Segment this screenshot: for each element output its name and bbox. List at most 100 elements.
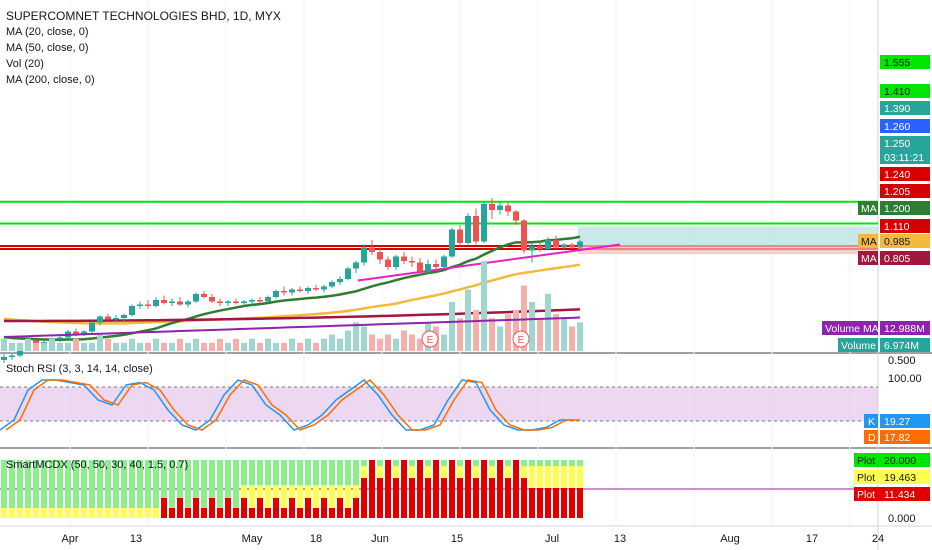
smart-yellow-bar: [345, 485, 351, 518]
indicator-ma20[interactable]: MA (20, close, 0): [6, 26, 89, 38]
volume-bar: [177, 338, 183, 351]
price-tag: [880, 101, 930, 115]
price-tag: [880, 184, 930, 198]
smart-red-bar: [529, 488, 535, 518]
candle-body: [417, 262, 423, 272]
price-tag: [880, 201, 930, 215]
smartmcdx-title[interactable]: SmartMCDX (50, 50, 30, 40, 1.5, 0.7): [6, 459, 189, 471]
smart-green-bar: [73, 460, 79, 508]
smart-green-bar: [249, 460, 255, 485]
smart-red-bar: [217, 508, 223, 518]
volume-bar: [97, 334, 103, 351]
earnings-label: E: [427, 335, 434, 346]
volume-bar: [329, 334, 335, 351]
candle-body: [345, 268, 351, 279]
smart-yellow-bar: [89, 508, 95, 518]
smart-tag-label-bg: [854, 470, 880, 484]
smart-red-bar: [569, 488, 575, 518]
candle-body: [57, 337, 63, 339]
candle-body: [521, 220, 527, 251]
candle-body: [233, 301, 239, 303]
smart-green-bar: [217, 460, 223, 508]
candle-body: [177, 301, 183, 305]
smart-yellow-bar: [25, 508, 31, 518]
candle-body: [561, 244, 567, 248]
stoch-k-letter: K: [868, 416, 875, 428]
stoch-k-line: [0, 379, 574, 431]
time-axis-tick: May: [242, 533, 263, 545]
smart-red-bar: [257, 498, 263, 518]
time-axis-tick: Aug: [720, 533, 740, 545]
time-axis-tick: 17: [806, 533, 818, 545]
smart-yellow-bar: [81, 508, 87, 518]
indicator-ma50[interactable]: MA (50, close, 0): [6, 42, 89, 54]
volume-bar: [257, 342, 263, 351]
candle-body: [545, 240, 551, 249]
price-tag: [880, 55, 930, 69]
volume-bar: [337, 338, 343, 351]
smart-red-bar: [241, 498, 247, 518]
candle-body: [369, 247, 375, 252]
volume-bar: [121, 342, 127, 351]
smart-red-bar: [345, 508, 351, 518]
candle-body: [81, 331, 87, 335]
smart-green-bar: [113, 460, 119, 508]
smart-red-bar: [177, 498, 183, 518]
candle-body: [401, 256, 407, 261]
smart-yellow-bar: [33, 508, 39, 518]
indicator-ma200[interactable]: MA (200, close, 0): [6, 74, 95, 86]
volume-bar: [217, 338, 223, 351]
volume-bar: [17, 342, 23, 351]
volume-bar: [273, 342, 279, 351]
candle-body: [169, 301, 175, 303]
price-tag-label: 1.250: [884, 138, 910, 150]
smart-green-bar: [457, 460, 463, 466]
candle-body: [537, 246, 543, 249]
smart-tag-value: 19.463: [884, 472, 916, 484]
volume-bar: [81, 342, 87, 351]
time-axis-tick: Jul: [545, 533, 559, 545]
smart-red-bar: [441, 478, 447, 518]
candle-body: [425, 264, 431, 272]
candle-body: [393, 256, 399, 267]
smart-red-bar: [169, 508, 175, 518]
smart-green-bar: [225, 460, 231, 508]
stoch-rsi-title[interactable]: Stoch RSI (3, 3, 14, 14, close): [6, 363, 153, 375]
price-tag: [880, 219, 930, 233]
smart-yellow-bar: [73, 508, 79, 518]
smart-red-bar: [353, 498, 359, 518]
volume-bar: [393, 338, 399, 351]
candle-body: [105, 316, 111, 320]
candle-body: [193, 294, 199, 302]
candle-body: [489, 204, 495, 210]
smart-green-bar: [273, 460, 279, 485]
smart-red-bar: [481, 460, 487, 518]
smart-green-bar: [257, 460, 263, 485]
candle-body: [9, 355, 15, 357]
smart-green-bar: [425, 460, 431, 466]
stoch-d-tag: [880, 430, 930, 444]
smart-red-bar: [401, 460, 407, 518]
volume-bar: [233, 338, 239, 351]
smart-green-bar: [41, 460, 47, 508]
volume-bar: [153, 338, 159, 351]
smart-red-bar: [329, 508, 335, 518]
smart-red-bar: [489, 478, 495, 518]
stoch-axis-tick: 100.00: [888, 373, 922, 385]
smart-red-bar: [249, 508, 255, 518]
indicator-vol[interactable]: Vol (20): [6, 58, 44, 70]
smart-yellow-bar: [281, 485, 287, 518]
smart-red-bar: [545, 488, 551, 518]
volume-bar: [25, 338, 31, 351]
smart-red-bar: [265, 508, 271, 518]
time-axis-tick: Apr: [61, 533, 78, 545]
price-tag-label: Volume MA: [825, 323, 879, 335]
price-tag-label: 0.805: [884, 253, 910, 265]
candle-body: [137, 304, 143, 306]
smart-red-bar: [561, 488, 567, 518]
price-tag: [880, 150, 930, 164]
candle-body: [145, 304, 151, 306]
candle-body: [201, 294, 207, 297]
smart-red-bar: [361, 478, 367, 518]
